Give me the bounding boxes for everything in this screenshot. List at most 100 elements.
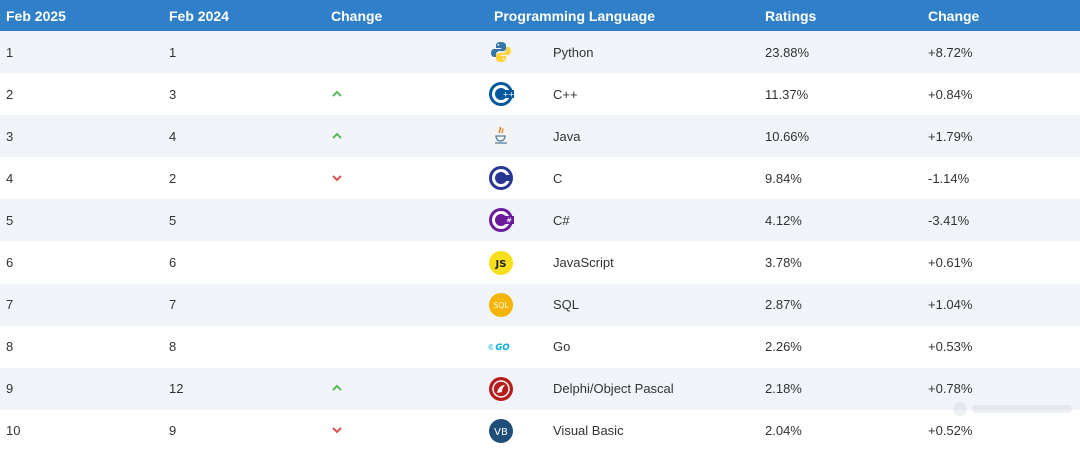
language-name[interactable]: Go [553, 339, 571, 355]
svg-text:SQL: SQL [494, 301, 510, 310]
rating: 23.88% [765, 44, 810, 60]
rank-down-arrow-icon [331, 423, 343, 438]
previous-rank: 1 [169, 44, 177, 60]
header-change[interactable]: Change [331, 7, 383, 24]
rating: 9.84% [765, 170, 802, 186]
language-name[interactable]: SQL [553, 297, 580, 313]
table-row[interactable]: 7 7 SQL SQL 2.87% +1.04% [0, 283, 1080, 326]
rank-change [325, 284, 488, 326]
previous-rank: 9 [169, 423, 177, 439]
header-ratings[interactable]: Ratings [765, 7, 817, 24]
visual-basic-icon: VB [488, 418, 514, 444]
table-row[interactable]: 5 5 # C# 4.12% -3.41% [0, 199, 1080, 242]
sql-icon: SQL [488, 292, 514, 318]
rank-change [325, 410, 488, 452]
language-name[interactable]: C [553, 170, 563, 186]
previous-rank: 3 [169, 86, 177, 102]
rank-change [325, 368, 488, 410]
rank-up-arrow-icon [331, 381, 343, 396]
rating: 2.04% [765, 423, 802, 439]
current-rank: 3 [6, 128, 14, 144]
language-cell: VB Visual Basic [488, 410, 759, 452]
rank-up-arrow-icon [331, 87, 343, 102]
header-current-rank[interactable]: Feb 2025 [6, 7, 66, 24]
language-cell: SQL SQL [488, 284, 759, 326]
rank-change [325, 115, 488, 157]
table-row[interactable]: 8 8 GO Go 2.26% +0.53% [0, 325, 1080, 368]
rating: 2.87% [765, 297, 802, 313]
header-language[interactable]: Programming Language [494, 7, 656, 24]
rating-change: -1.14% [928, 170, 970, 186]
watermark-logo [953, 402, 1072, 416]
rating-change: +0.52% [928, 423, 973, 439]
current-rank: 2 [6, 86, 14, 102]
language-name[interactable]: Delphi/Object Pascal [553, 381, 674, 397]
previous-rank: 6 [169, 255, 177, 271]
language-cell: C [488, 157, 759, 199]
rank-change [325, 73, 488, 115]
language-cell: ++ C++ [488, 73, 759, 115]
previous-rank: 5 [169, 212, 177, 228]
java-icon [488, 123, 514, 149]
rating: 2.26% [765, 339, 802, 355]
table-body: 1 1 Python 23.88% +8.72% 2 3 ++ C++ 11.37% +0.84% 3… [0, 31, 1080, 452]
svg-text:#: # [506, 217, 512, 225]
rank-down-arrow-icon [331, 171, 343, 186]
delphi-icon [488, 376, 514, 402]
language-cell: # C# [488, 199, 759, 241]
current-rank: 9 [6, 381, 14, 397]
current-rank: 6 [6, 255, 14, 271]
rating: 4.12% [765, 212, 802, 228]
language-name[interactable]: JavaScript [553, 255, 614, 271]
table-row[interactable]: 6 6 JS JavaScript 3.78% +0.61% [0, 241, 1080, 284]
language-name[interactable]: Java [553, 128, 581, 144]
table-row[interactable]: 9 12 Delphi/Object Pascal 2.18% +0.78% [0, 367, 1080, 410]
rating: 3.78% [765, 255, 802, 271]
header-ratings-change[interactable]: Change [928, 7, 980, 24]
previous-rank: 8 [169, 339, 177, 355]
language-cell: Delphi/Object Pascal [488, 368, 759, 410]
header-previous-rank[interactable]: Feb 2024 [169, 7, 229, 24]
current-rank: 1 [6, 44, 14, 60]
rating-change: +0.61% [928, 255, 973, 271]
current-rank: 10 [6, 423, 21, 439]
table-row[interactable]: 4 2 C 9.84% -1.14% [0, 157, 1080, 200]
rating-change: +1.79% [928, 128, 973, 144]
language-name[interactable]: C++ [553, 86, 578, 102]
c-icon [488, 165, 514, 191]
table-row[interactable]: 10 9 VB Visual Basic 2.04% +0.52% [0, 409, 1080, 452]
table-row[interactable]: 3 4 Java 10.66% +1.79% [0, 115, 1080, 158]
javascript-icon: JS [488, 250, 514, 276]
rank-change [325, 199, 488, 241]
rating-change: +8.72% [928, 44, 973, 60]
language-cell: JS JavaScript [488, 241, 759, 283]
rating-change: -3.41% [928, 212, 970, 228]
previous-rank: 12 [169, 381, 184, 397]
rating: 2.18% [765, 381, 802, 397]
language-name[interactable]: C# [553, 212, 570, 228]
table-row[interactable]: 2 3 ++ C++ 11.37% +0.84% [0, 73, 1080, 116]
language-name[interactable]: Visual Basic [553, 423, 624, 439]
rank-up-arrow-icon [331, 129, 343, 144]
language-cell: GO Go [488, 326, 759, 368]
go-icon: GO [488, 334, 514, 360]
rating-change: +0.53% [928, 339, 973, 355]
previous-rank: 4 [169, 128, 177, 144]
rating-change: +1.04% [928, 297, 973, 313]
rank-change [325, 31, 488, 73]
header-row: Feb 2025 Feb 2024 Change Programming Lan… [0, 0, 1080, 31]
rating: 11.37% [765, 86, 809, 102]
svg-text:++: ++ [503, 91, 514, 99]
svg-text:GO: GO [495, 343, 509, 353]
current-rank: 7 [6, 297, 14, 313]
language-name[interactable]: Python [553, 44, 594, 60]
rating-change: +0.78% [928, 381, 973, 397]
svg-text:JS: JS [495, 259, 507, 270]
previous-rank: 7 [169, 297, 177, 313]
rank-change [325, 241, 488, 283]
table-row[interactable]: 1 1 Python 23.88% +8.72% [0, 31, 1080, 74]
rating-change: +0.84% [928, 86, 973, 102]
rank-change [325, 326, 488, 368]
previous-rank: 2 [169, 170, 177, 186]
